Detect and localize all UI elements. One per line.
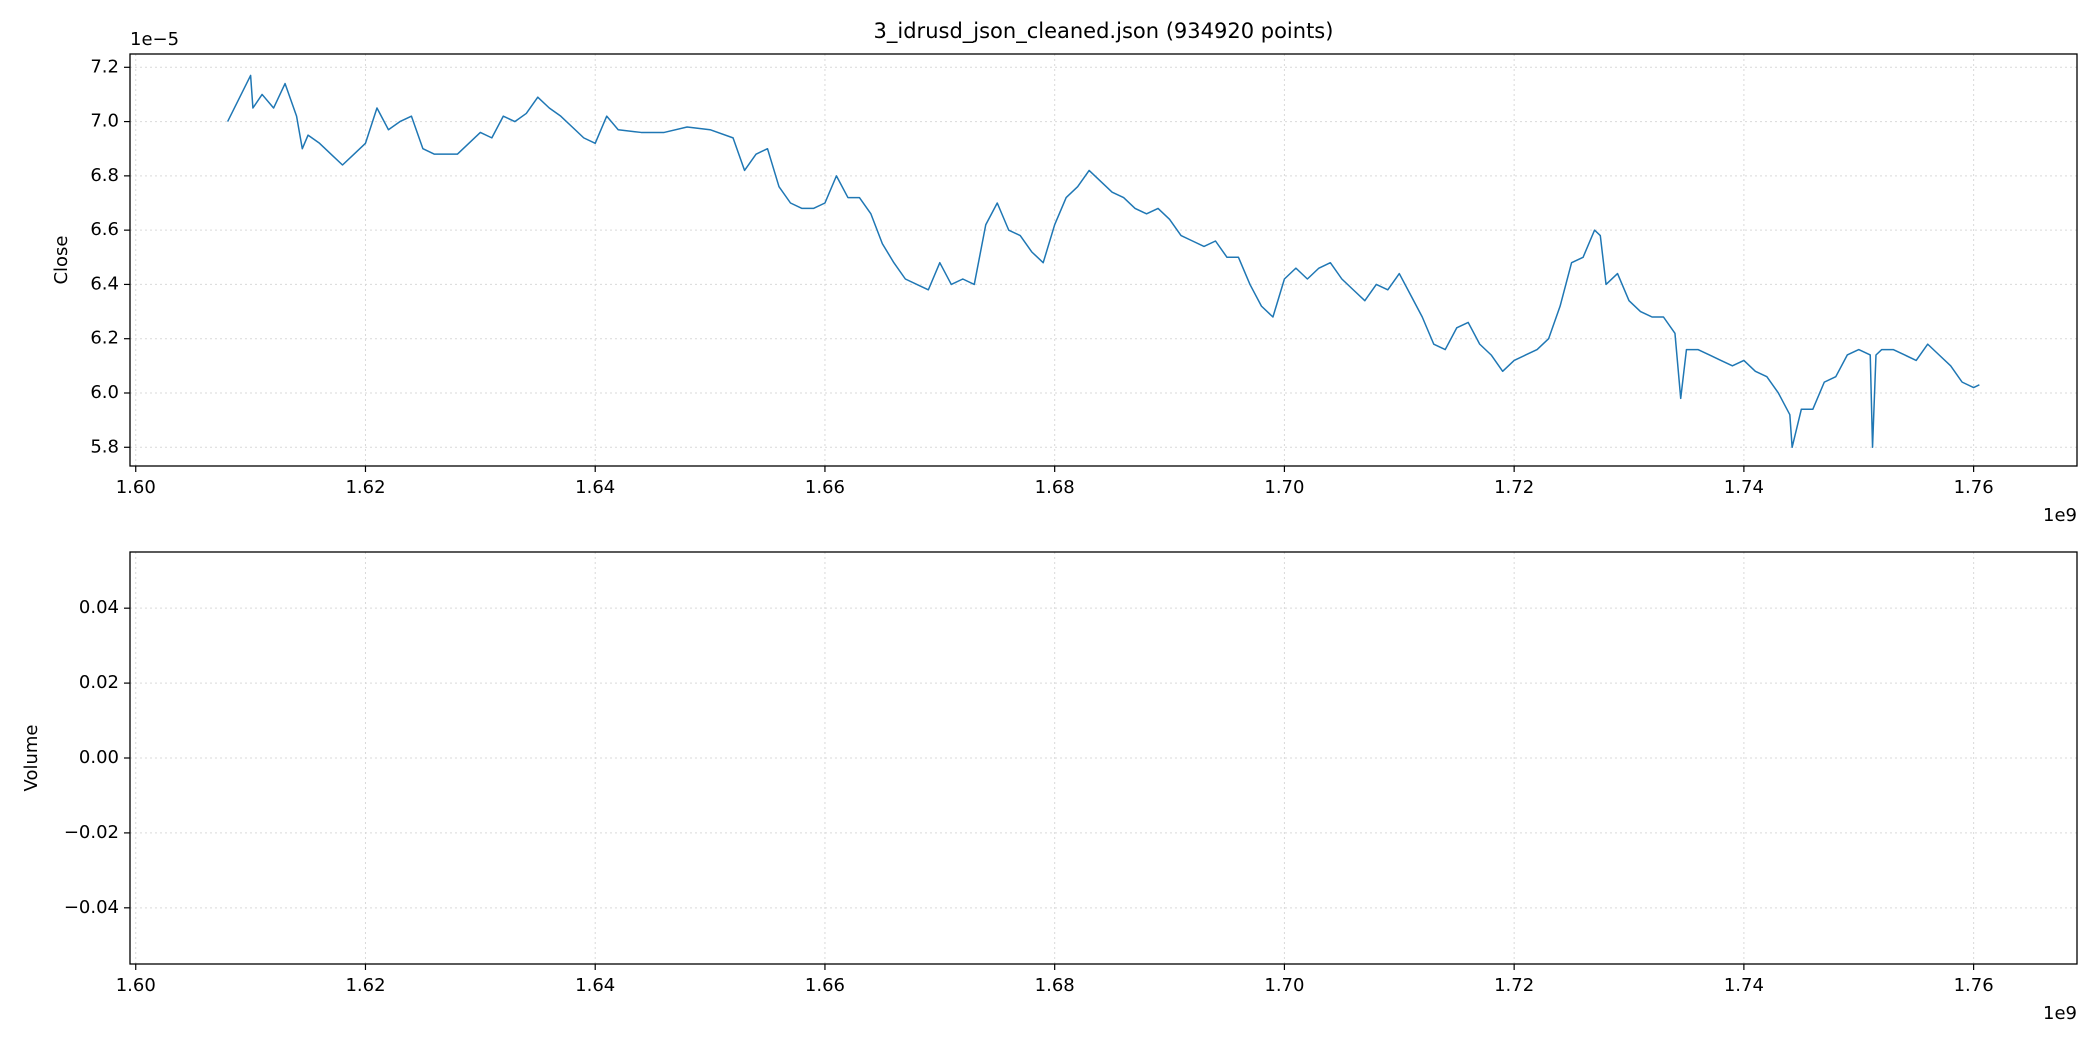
- x-tick-label: 1.68: [1035, 975, 1075, 996]
- y-tick-label: 7.0: [90, 111, 119, 132]
- x-tick-label: 1.64: [575, 477, 615, 498]
- y-tick-label: 0.00: [79, 747, 119, 768]
- x-tick-label: 1.76: [1954, 975, 1994, 996]
- x-tick-label: 1.66: [805, 477, 845, 498]
- axes-frame: [129, 551, 2078, 965]
- y-tick-label: 6.8: [90, 165, 119, 186]
- x-tick-label: 1.70: [1264, 477, 1304, 498]
- y-tick-label: −0.04: [64, 897, 119, 918]
- y-tick-label: 5.8: [90, 436, 119, 457]
- x-tick-label: 1.66: [805, 975, 845, 996]
- x-tick-label: 1.74: [1724, 477, 1764, 498]
- x-tick-label: 1.70: [1264, 975, 1304, 996]
- price-line: [226, 74, 1980, 449]
- x-tick-label: 1.76: [1954, 477, 1994, 498]
- y-tick-label: 6.0: [90, 382, 119, 403]
- y-tick-label: 0.04: [79, 597, 119, 618]
- y-tick-label: 6.2: [90, 328, 119, 349]
- x-tick-label: 1.60: [116, 975, 156, 996]
- y-axis-label: Volume: [21, 725, 42, 792]
- x-tick-label: 1.74: [1724, 975, 1764, 996]
- x-tick-label: 1.72: [1494, 477, 1534, 498]
- x-tick-label: 1.62: [345, 477, 385, 498]
- x-offset-label: 1e9: [2043, 1003, 2077, 1024]
- y-tick-label: 0.02: [79, 672, 119, 693]
- x-tick-label: 1.68: [1035, 477, 1075, 498]
- y-tick-label: −0.02: [64, 822, 119, 843]
- y-tick-label: 7.2: [90, 56, 119, 77]
- x-tick-label: 1.62: [345, 975, 385, 996]
- y-offset-label: 1e−5: [130, 29, 179, 50]
- y-tick-label: 6.4: [90, 273, 119, 294]
- x-offset-label: 1e9: [2043, 505, 2077, 526]
- x-tick-label: 1.60: [116, 477, 156, 498]
- x-tick-label: 1.72: [1494, 975, 1534, 996]
- y-axis-label: Close: [51, 235, 72, 284]
- axes-frame: [129, 53, 2078, 467]
- x-tick-label: 1.64: [575, 975, 615, 996]
- chart-title: 3_idrusd_json_cleaned.json (934920 point…: [874, 19, 1334, 44]
- y-tick-label: 6.6: [90, 219, 119, 240]
